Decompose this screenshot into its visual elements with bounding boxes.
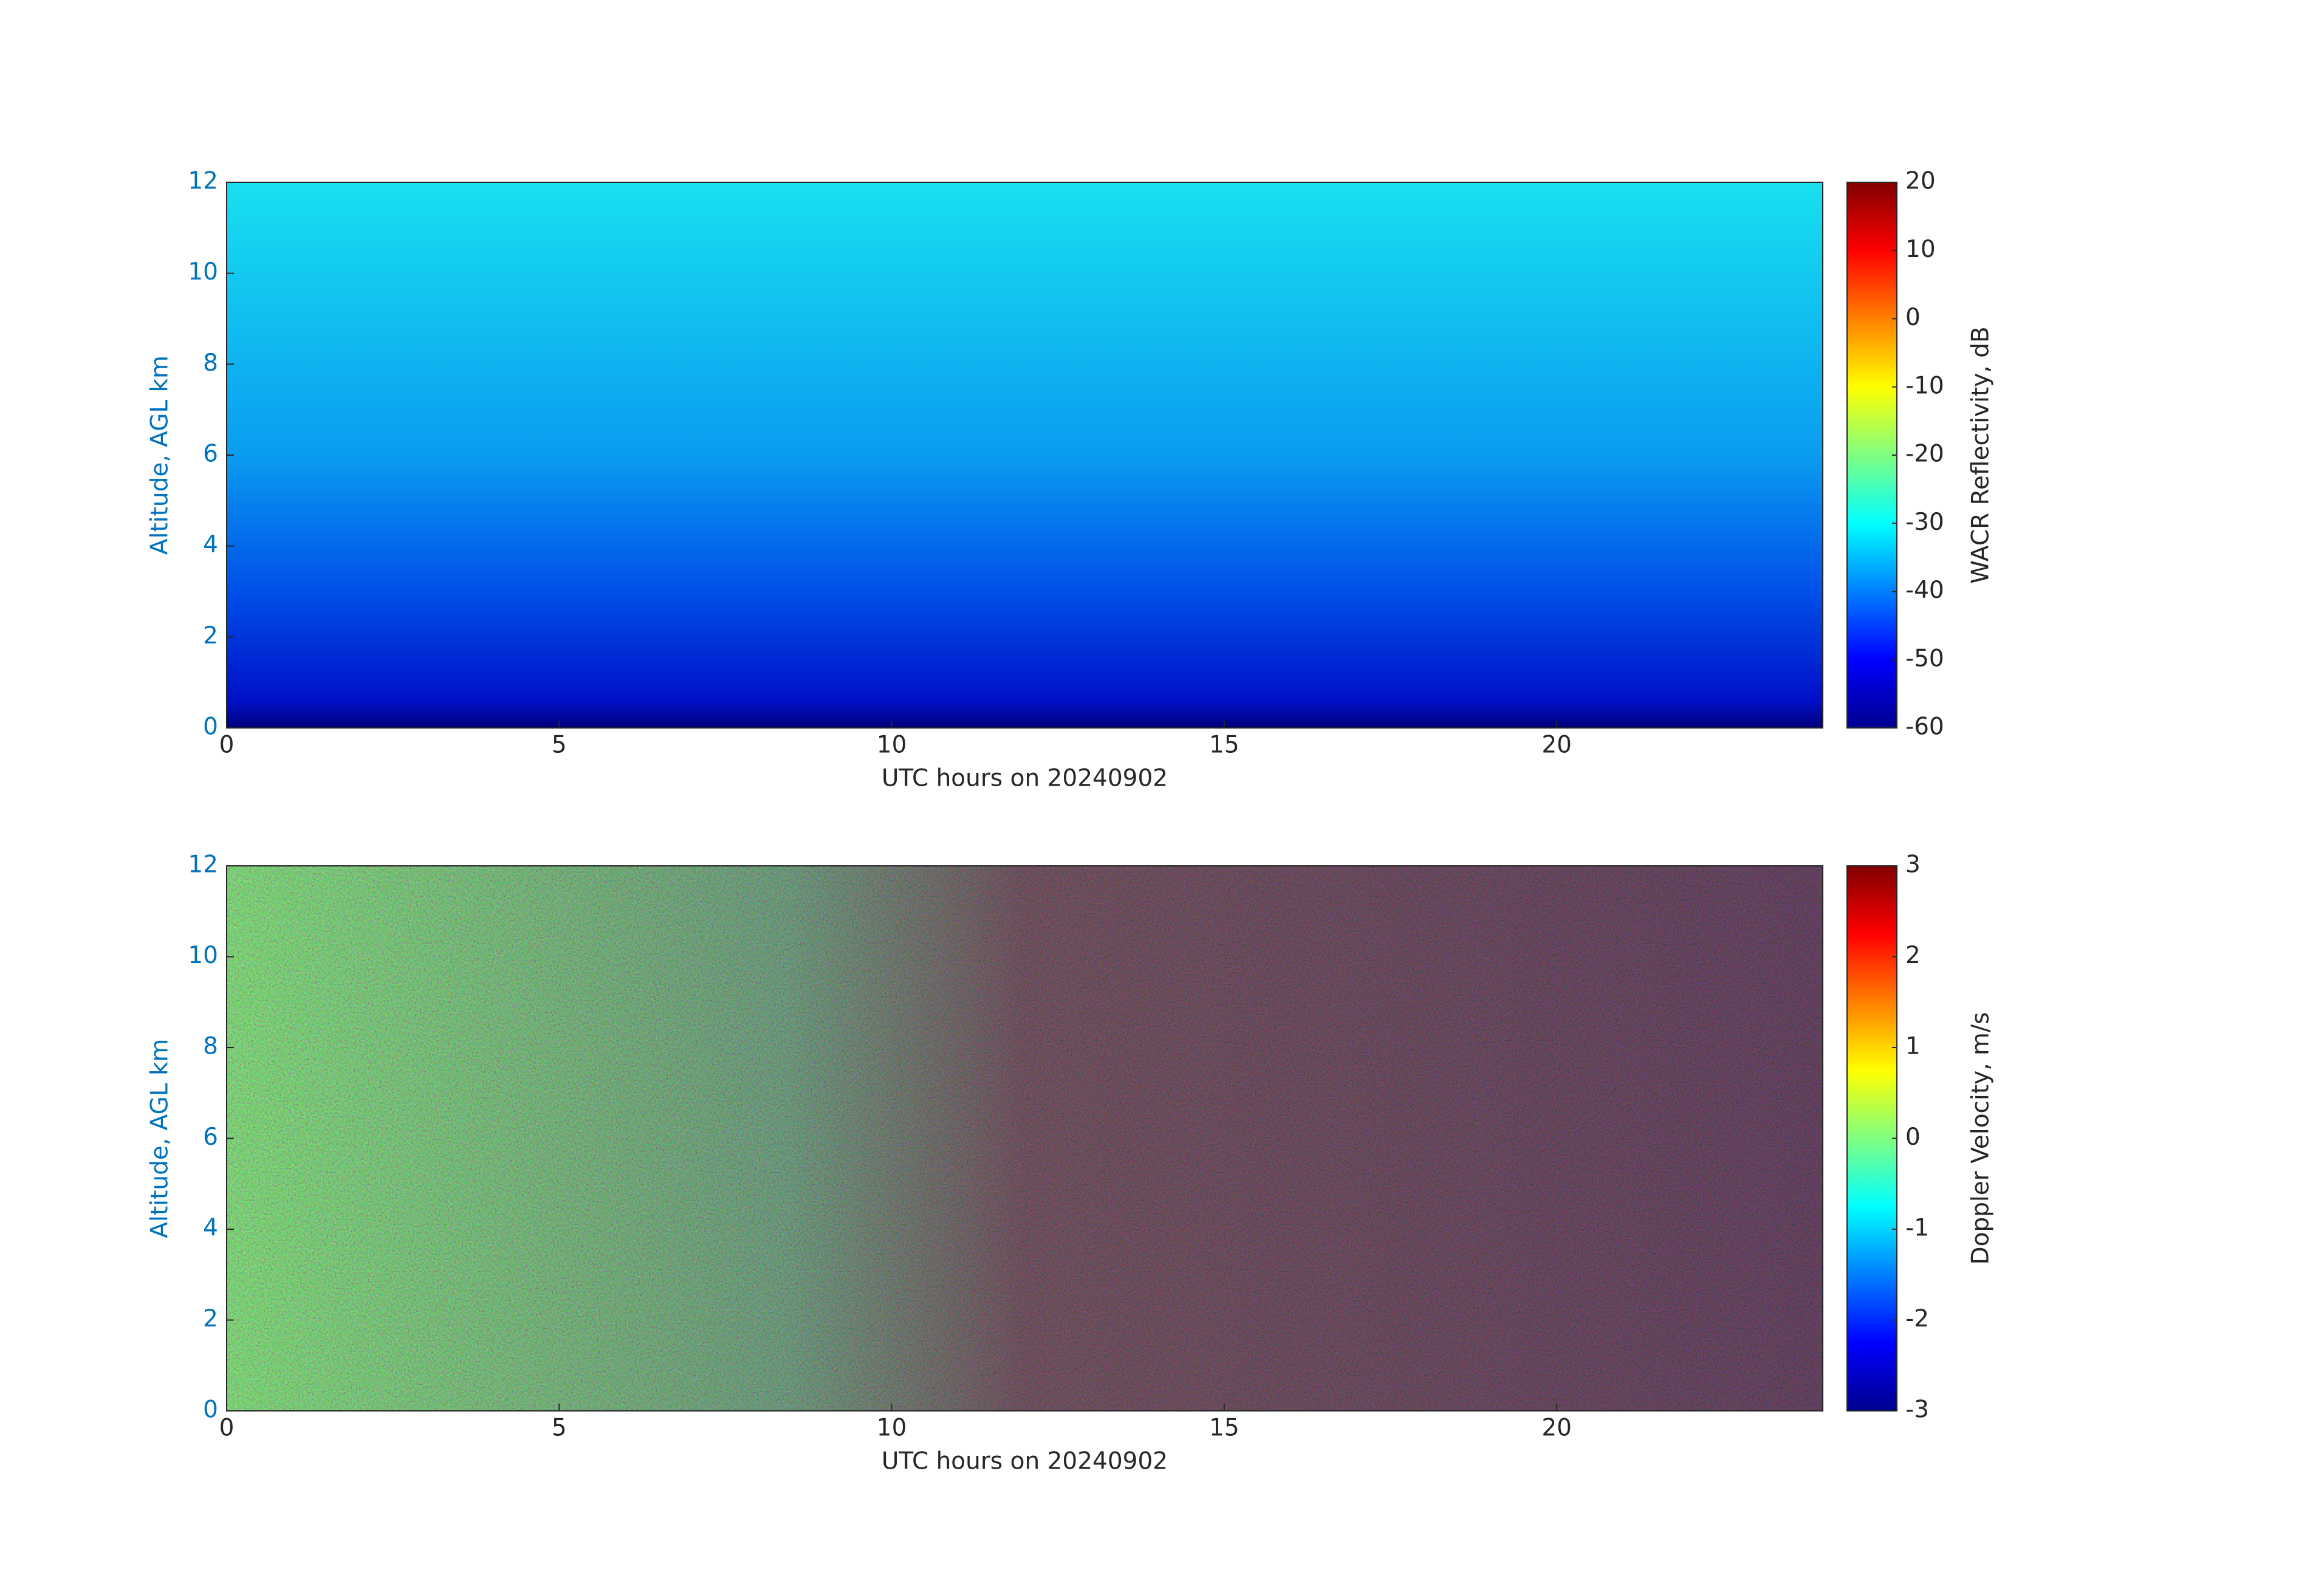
x-tick-label: 10 (877, 732, 907, 759)
y-tick-label: 10 (188, 942, 218, 969)
x-tick-label: 15 (1209, 1415, 1239, 1442)
colorbar-tick-label: 0 (1905, 304, 1921, 331)
colorbar-tick-label: 1 (1905, 1033, 1921, 1060)
y-tick-label: 0 (203, 713, 218, 741)
y-tick-label: 4 (203, 1215, 218, 1242)
colorbar-tick-label: -2 (1905, 1305, 1929, 1333)
colorbar-tick-label: -60 (1905, 713, 1944, 741)
y-tick-label: 4 (203, 531, 218, 558)
y-tick-label: 6 (203, 441, 218, 468)
colorbar-tick-label: -3 (1905, 1396, 1929, 1424)
colorbar-tick-label: 0 (1905, 1123, 1921, 1151)
x-tick-label: 10 (877, 1415, 907, 1442)
colorbar-tick-label: -20 (1905, 441, 1944, 468)
x-tick-label: 0 (219, 1415, 235, 1442)
y-tick-label: 12 (188, 168, 218, 195)
colorbar-tick-label: 3 (1905, 851, 1921, 879)
y-tick-label: 8 (203, 349, 218, 377)
colorbar-tick-label: -50 (1905, 645, 1944, 672)
colorbar (1846, 865, 1897, 1411)
colorbar-tick-label: 10 (1905, 236, 1936, 263)
y-tick-label: 12 (188, 851, 218, 879)
colorbar-tick-label: -40 (1905, 577, 1944, 604)
y-tick-label: 0 (203, 1396, 218, 1424)
colorbar-tick-label: -1 (1905, 1215, 1929, 1242)
x-tick-label: 5 (552, 732, 567, 759)
y-tick-label: 8 (203, 1033, 218, 1060)
colorbar-tick-label: -30 (1905, 509, 1944, 536)
colorbar (1846, 182, 1897, 729)
x-axis-label: UTC hours on 20240902 (882, 765, 1168, 792)
heatmap-image (227, 866, 1823, 1411)
y-tick-label: 10 (188, 258, 218, 286)
colorbar-label: Doppler Velocity, m/s (1967, 1012, 1995, 1265)
y-tick-label: 6 (203, 1123, 218, 1151)
x-tick-label: 20 (1541, 732, 1572, 759)
y-axis-label: Altitude, AGL km (146, 355, 174, 555)
colorbar-label: WACR Reflectivity, dB (1967, 326, 1995, 583)
y-tick-label: 2 (203, 622, 218, 650)
colorbar-tick-label: -10 (1905, 372, 1944, 399)
colorbar-tick-label: 20 (1905, 168, 1936, 195)
x-axis-label: UTC hours on 20240902 (882, 1448, 1168, 1475)
x-tick-label: 20 (1541, 1415, 1572, 1442)
x-tick-label: 5 (552, 1415, 567, 1442)
heatmap-image (227, 182, 1823, 728)
colorbar-tick-label: 2 (1905, 942, 1921, 969)
y-tick-label: 2 (203, 1305, 218, 1333)
x-tick-label: 0 (219, 732, 235, 759)
y-axis-label: Altitude, AGL km (146, 1038, 174, 1238)
x-tick-label: 15 (1209, 732, 1239, 759)
